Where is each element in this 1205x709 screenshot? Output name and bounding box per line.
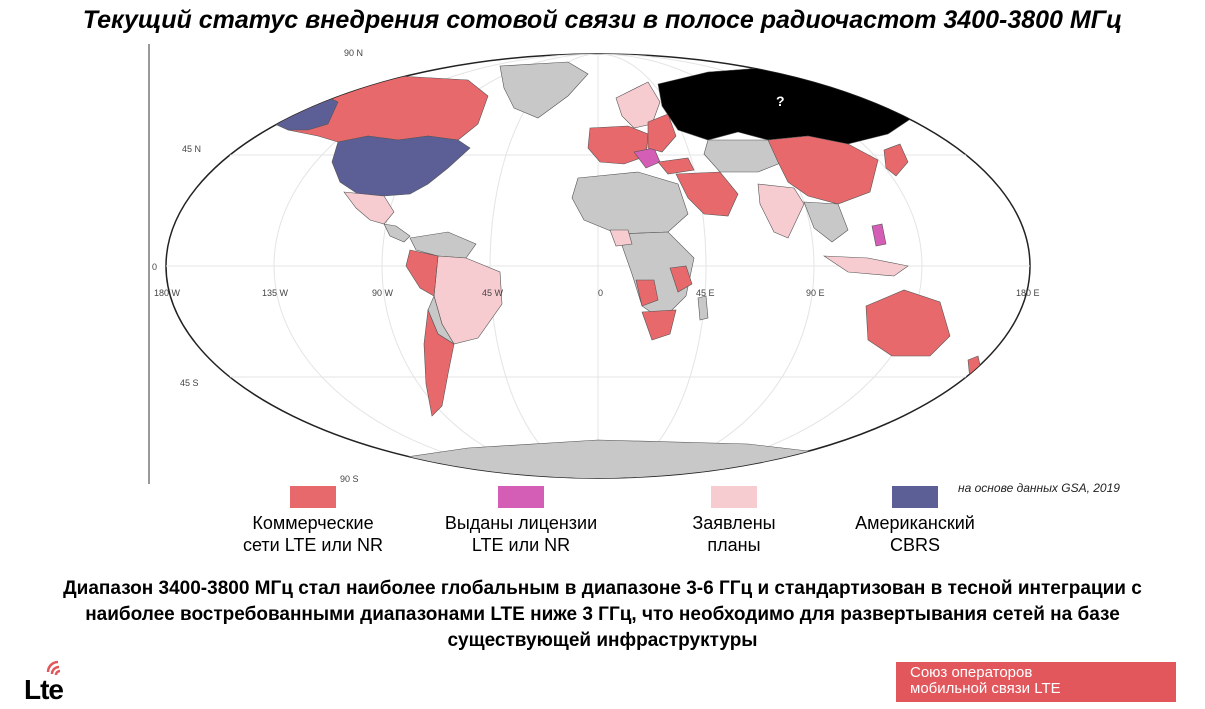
lte-logo-text: Lte bbox=[24, 674, 64, 705]
legend-item-planned: Заявлены планы bbox=[619, 486, 849, 556]
label-lat-90n: 90 N bbox=[344, 48, 363, 58]
central-america bbox=[383, 223, 411, 243]
usa bbox=[331, 135, 471, 197]
label-lon-90e: 90 E bbox=[806, 288, 825, 298]
page-title: Текущий статус внедрения сотовой связи в… bbox=[82, 6, 1123, 34]
world-map-svg: ? 90 N 45 N bbox=[148, 44, 1040, 484]
eastern-europe bbox=[647, 113, 677, 153]
lte-logo: Lte bbox=[14, 656, 94, 705]
madagascar bbox=[697, 295, 709, 321]
label-lat-90s: 90 S bbox=[340, 474, 359, 484]
south-africa bbox=[641, 309, 677, 341]
brand-badge: Союз операторов мобильной связи LTE bbox=[896, 662, 1176, 702]
indonesia bbox=[822, 255, 909, 277]
turkey bbox=[657, 157, 695, 175]
label-lon-180w: 180 W bbox=[154, 288, 181, 298]
legend-swatch-cbrs bbox=[892, 486, 938, 508]
legend-swatch-planned bbox=[711, 486, 757, 508]
summary-note: Диапазон 3400-3800 МГц стал наиболее гло… bbox=[63, 578, 1142, 651]
label-lat-45n: 45 N bbox=[182, 144, 201, 154]
russia-question-mark: ? bbox=[776, 93, 785, 109]
source-caption: на основе данных GSA, 2019 bbox=[958, 481, 1120, 495]
central-africa bbox=[617, 231, 695, 321]
label-lat-0: 0 bbox=[152, 262, 157, 272]
angola bbox=[635, 279, 659, 307]
canada bbox=[267, 75, 489, 143]
philippines bbox=[871, 223, 887, 247]
legend-label-cbrs: Американский CBRS bbox=[855, 513, 975, 555]
legend-label-commercial: Коммерческие сети LTE или NR bbox=[242, 513, 383, 555]
label-lon-135w: 135 W bbox=[262, 288, 289, 298]
australia bbox=[865, 289, 951, 357]
label-lat-45s: 45 S bbox=[180, 378, 199, 388]
label-lon-45e: 45 E bbox=[696, 288, 715, 298]
label-lon-90w: 90 W bbox=[372, 288, 394, 298]
lte-logo-waves-icon bbox=[46, 660, 61, 676]
legend-swatch-licensed bbox=[498, 486, 544, 508]
east-africa bbox=[669, 265, 693, 293]
russia bbox=[657, 65, 919, 145]
greenland bbox=[499, 61, 589, 119]
southeast-asia bbox=[803, 201, 849, 243]
japan-korea bbox=[883, 143, 909, 177]
brand-line-2: мобильной связи LTE bbox=[910, 680, 1061, 697]
legend-label-planned: Заявлены планы bbox=[692, 513, 776, 555]
legend-item-licensed: Выданы лицензии LTE или NR bbox=[406, 486, 636, 556]
label-lon-45w: 45 W bbox=[482, 288, 504, 298]
china bbox=[767, 135, 879, 205]
legend-item-commercial: Коммерческие сети LTE или NR bbox=[198, 486, 428, 556]
western-europe bbox=[587, 125, 649, 165]
nigeria bbox=[609, 229, 633, 247]
label-lon-180e: 180 E bbox=[1016, 288, 1040, 298]
peru bbox=[405, 249, 439, 297]
world-map: ? 90 N 45 N bbox=[148, 44, 1048, 484]
legend-label-licensed: Выданы лицензии LTE или NR bbox=[444, 513, 598, 555]
india bbox=[757, 183, 805, 239]
legend-swatch-commercial bbox=[290, 486, 336, 508]
chile-argentina bbox=[423, 308, 455, 417]
label-lon-0: 0 bbox=[598, 288, 603, 298]
brand-line-1: Союз операторов bbox=[910, 664, 1033, 681]
legend-item-cbrs: Американский CBRS bbox=[800, 486, 1030, 556]
